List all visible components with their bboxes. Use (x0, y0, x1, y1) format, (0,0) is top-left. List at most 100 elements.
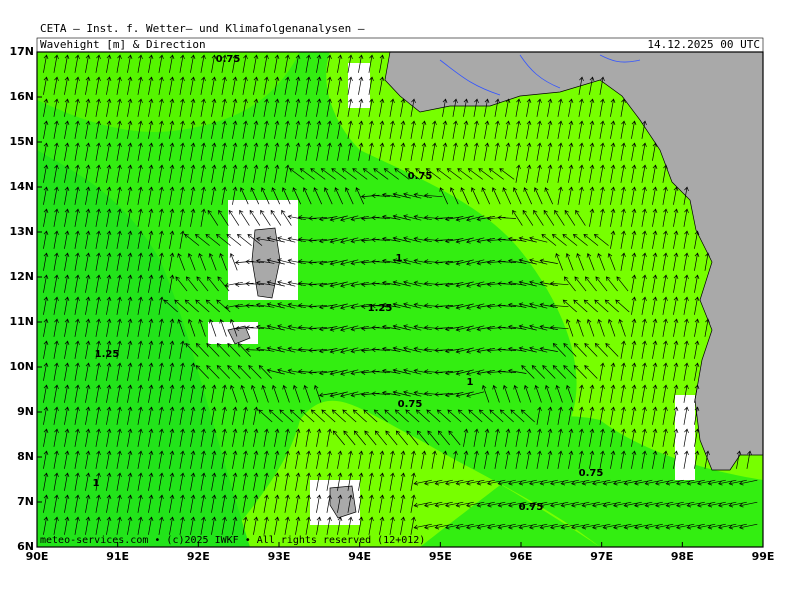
arrow (53, 274, 59, 293)
arrow (270, 209, 282, 226)
arrow (631, 296, 637, 315)
arrow (487, 479, 506, 486)
arrow (316, 54, 322, 73)
arrow (200, 450, 206, 469)
arrow (565, 252, 574, 271)
arrow (248, 365, 262, 379)
arrow (631, 186, 637, 205)
arrow (457, 409, 472, 423)
arrow (221, 428, 227, 447)
arrow (497, 259, 517, 265)
arrow (379, 494, 385, 513)
arrow (552, 365, 567, 379)
lat-label: 16N (9, 90, 34, 103)
arrow (381, 236, 401, 242)
island (329, 485, 357, 519)
arrow (589, 142, 595, 161)
arrow (434, 237, 454, 243)
arrow (610, 428, 616, 447)
arrow (284, 120, 290, 139)
arrow (337, 120, 343, 139)
arrow (410, 142, 416, 161)
arrow (137, 274, 143, 293)
arrow (190, 428, 196, 447)
arrow (589, 98, 595, 117)
arrow (400, 450, 406, 469)
arrow (395, 430, 408, 446)
arrow (53, 340, 59, 359)
arrow (434, 259, 454, 265)
arrow (316, 472, 322, 491)
arrow (148, 318, 154, 337)
arrow (641, 428, 647, 447)
arrow (652, 186, 658, 205)
arrow (673, 406, 679, 425)
arrow (158, 340, 164, 359)
arrow (683, 384, 689, 403)
arrow (64, 362, 70, 381)
arrow (179, 450, 185, 469)
arrow (85, 406, 91, 425)
arrow (190, 120, 196, 139)
arrow (478, 409, 493, 423)
arrow (400, 142, 406, 161)
arrow (662, 252, 668, 271)
arrow (95, 318, 101, 337)
arrow (64, 318, 70, 337)
arrow (148, 450, 154, 469)
arrow (406, 430, 419, 446)
arrow (499, 168, 515, 180)
arrow (221, 142, 227, 161)
arrow (190, 494, 196, 513)
arrow (316, 494, 322, 513)
arrow (116, 406, 122, 425)
arrow (641, 318, 647, 337)
arrow (571, 479, 590, 486)
arrow (463, 142, 469, 161)
arrow (563, 342, 577, 357)
arrow (697, 479, 716, 486)
arrow (384, 409, 399, 423)
arrow (95, 340, 101, 359)
arrow (489, 409, 504, 423)
arrow (526, 98, 532, 117)
arrow (655, 523, 674, 530)
arrow (536, 164, 542, 183)
lat-label: 8N (17, 450, 34, 463)
arrow (43, 252, 49, 271)
arrow (74, 450, 80, 469)
arrow (560, 501, 579, 508)
arrow (444, 326, 464, 332)
lat-label: 14N (9, 180, 34, 193)
arrow (232, 164, 238, 183)
arrow (448, 430, 461, 446)
arrow (452, 142, 458, 161)
arrow (578, 98, 584, 117)
arrow (484, 428, 490, 447)
arrow (303, 384, 311, 403)
arrow (547, 450, 553, 469)
arrow (547, 406, 553, 425)
arrow (434, 501, 453, 508)
arrow (287, 346, 306, 353)
arrow (410, 516, 416, 535)
arrow (208, 252, 217, 271)
arrow (434, 347, 454, 353)
arrow (576, 318, 584, 337)
arrow (74, 494, 80, 513)
arrow (53, 428, 59, 447)
arrow (95, 142, 101, 161)
arrow (318, 348, 338, 354)
arrow (340, 391, 359, 398)
arrow (457, 168, 473, 180)
arrow (488, 168, 504, 180)
arrow (106, 230, 112, 249)
arrow (221, 186, 227, 205)
arrow (232, 428, 238, 447)
arrow (487, 501, 506, 508)
arrow (232, 516, 238, 535)
arrow (318, 392, 338, 398)
arrow (613, 479, 632, 486)
arrow (389, 494, 395, 513)
